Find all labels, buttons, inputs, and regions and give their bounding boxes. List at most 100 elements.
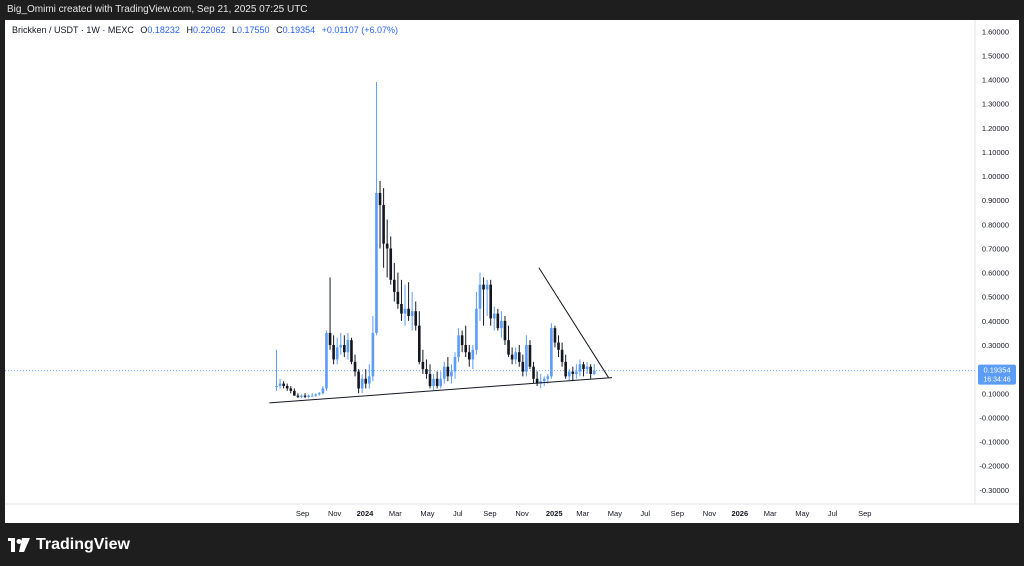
y-tick-label: 1.20000 [982, 124, 1009, 133]
y-tick-label: 0.30000 [982, 341, 1009, 350]
tradingview-logo-icon [8, 538, 30, 552]
candle-body [364, 378, 368, 384]
chart-frame[interactable]: 1.60000 1.50000 1.40000 1.30000 1.20000 1.100… [5, 20, 1019, 523]
candle-body [339, 344, 343, 348]
y-tick-label: 0.60000 [982, 269, 1009, 278]
candle-body [482, 284, 485, 290]
attribution-bar: Big_Omimi created with TradingView.com, … [0, 0, 1024, 20]
candle-body [450, 371, 453, 377]
candle-body [460, 335, 464, 345]
candle-body [428, 373, 432, 387]
candle-body [389, 248, 393, 280]
y-tick-label: 0.50000 [982, 293, 1009, 302]
symbol-label: Brickken / USDT · 1W · MEXC [12, 25, 134, 35]
candle-body [582, 364, 585, 370]
candle-body [293, 390, 296, 396]
candle-body [296, 395, 300, 397]
candle-body [435, 378, 439, 387]
ohlc-legend: Brickken / USDT · 1W · MEXC O0.18232 H0.… [12, 25, 398, 35]
y-tick-label: -0.10000 [979, 438, 1009, 447]
candle-body [585, 366, 589, 370]
candle-body [410, 311, 414, 317]
candle-body [535, 378, 539, 384]
last-price-label: 0.19354 [983, 366, 1010, 375]
candle-body [360, 378, 364, 389]
x-tick-label: Nov [515, 509, 529, 518]
high-label: H [186, 25, 193, 35]
candle-body [489, 284, 492, 319]
x-tick-label: Jul [640, 509, 650, 518]
candle-body [464, 344, 468, 353]
y-tick-label: 1.00000 [982, 172, 1009, 181]
x-tick-label: Sep [858, 509, 871, 518]
candle-body [521, 361, 525, 372]
candle-body [393, 279, 396, 292]
candle-body [471, 349, 475, 360]
candle-body [382, 205, 385, 244]
candle-body [446, 366, 450, 377]
attribution-text: Big_Omimi created with TradingView.com, … [7, 4, 308, 15]
candle-body [475, 308, 478, 350]
y-tick-label: 0.40000 [982, 317, 1009, 326]
close-label: C [276, 25, 283, 35]
close-value: 0.19354 [282, 25, 316, 35]
x-tick-label: Jul [453, 509, 463, 518]
tradingview-logo[interactable]: TradingView [8, 536, 130, 554]
high-value: 0.22062 [192, 25, 226, 35]
candle-body [275, 386, 278, 388]
candle-body [496, 313, 500, 329]
low-value: 0.17550 [237, 25, 270, 35]
candle-body [285, 386, 289, 389]
candle-body [278, 383, 282, 387]
low-label: L [232, 25, 238, 35]
candle-body [550, 328, 553, 377]
candle-body [282, 383, 285, 387]
candle-body [453, 357, 457, 372]
candle-body [314, 394, 318, 396]
candle-body [525, 344, 528, 372]
x-tick-label: 2026 [731, 509, 748, 518]
y-tick-label: -0.30000 [979, 486, 1009, 495]
candle-body [303, 395, 307, 397]
candle-body [567, 371, 571, 377]
y-tick-label: 0.70000 [982, 244, 1009, 253]
candle-body [507, 340, 510, 355]
x-tick-label: 2024 [357, 509, 375, 518]
candle-body [528, 344, 532, 367]
candle-body [589, 366, 592, 374]
candle-body [346, 340, 350, 353]
y-tick-label: -0.20000 [979, 462, 1009, 471]
candle-body [396, 291, 400, 304]
candle-body [307, 395, 310, 397]
candle-body [571, 371, 575, 374]
candle-body [442, 366, 446, 379]
candle-body [385, 243, 389, 249]
last-price-tag [978, 364, 1016, 385]
candle-body [478, 284, 482, 309]
candle-body [375, 192, 378, 333]
y-tick-label: 0.80000 [982, 220, 1009, 229]
y-tick-label: 0.90000 [982, 196, 1009, 205]
y-tick-label: 1.40000 [982, 76, 1009, 85]
candle-body [325, 332, 328, 389]
candle-body [560, 349, 564, 362]
x-tick-label: Sep [671, 509, 684, 518]
x-tick-label: Mar [389, 509, 402, 518]
candle-body [418, 325, 421, 362]
candle-body [532, 366, 535, 379]
candle-body [457, 335, 460, 358]
candle-body [575, 371, 578, 374]
chart-canvas[interactable]: 1.60000 1.50000 1.40000 1.30000 1.20000 1.100… [5, 20, 1019, 523]
y-tick-label: 1.30000 [982, 100, 1009, 109]
trendline-resistance [538, 267, 609, 378]
candle-body [407, 308, 410, 317]
x-tick-label: 2025 [546, 509, 563, 518]
candle-body [343, 344, 346, 353]
candle-body [542, 378, 546, 382]
change-value: +0.01107 (+6.07%) [321, 25, 399, 35]
candle-body [300, 395, 303, 397]
candle-body [514, 352, 517, 360]
candle-body [557, 342, 560, 350]
x-tick-label: Mar [764, 509, 777, 518]
tradingview-wordmark: TradingView [36, 536, 130, 553]
